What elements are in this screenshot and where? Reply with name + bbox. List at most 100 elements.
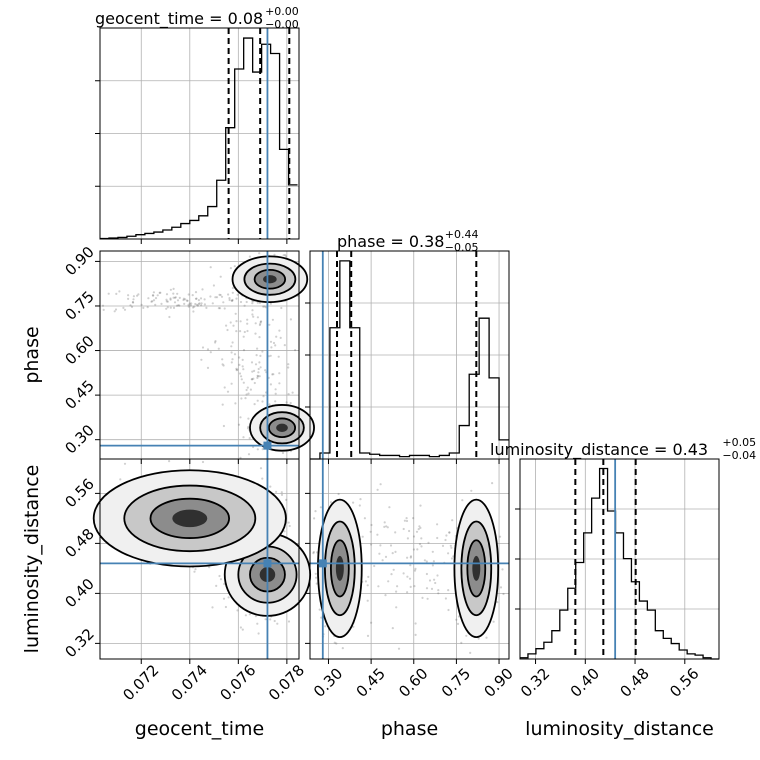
sample-point [366,634,370,638]
sample-point [269,485,272,488]
sample-point [211,302,214,305]
title-plus-geocent_time: +0.00 [265,5,299,18]
sample-point [172,292,175,295]
sample-point [238,356,241,359]
sample-point [218,293,221,296]
sample-point [258,301,261,304]
sample-point [235,320,238,323]
sample-point [235,367,238,370]
sample-point [251,370,254,373]
sample-point [444,597,447,600]
sample-point [492,620,495,623]
sample-point [264,618,267,621]
sample-point [391,552,394,555]
sample-point [273,253,276,256]
xtick-label-phase-4: 0.90 [481,664,517,700]
sample-point [182,298,185,302]
sample-point [182,297,185,300]
sample-point [392,568,395,571]
sample-point [219,293,222,297]
sample-point [259,354,262,357]
sample-point [405,519,409,523]
sample-point [225,324,228,327]
sample-point [258,361,261,364]
sample-point [420,545,423,548]
sample-point [242,368,245,371]
sample-point [187,305,190,308]
sample-point [291,391,294,394]
sample-point [195,303,198,306]
sample-point [434,581,437,585]
ylabel-luminosity_distance: luminosity_distance [21,465,43,654]
sample-point [245,388,248,392]
sample-point [288,524,291,528]
sample-point [246,322,249,325]
sample-point [364,580,367,583]
sample-point [287,366,290,369]
sample-point [159,291,162,294]
sample-point [150,300,153,303]
sample-point [197,303,200,306]
sample-point [320,616,323,619]
sample-point [231,358,234,361]
sample-point [441,544,445,548]
sample-point [253,381,256,385]
sample-point [114,308,118,311]
sample-point [376,488,379,491]
sample-point [230,382,233,385]
sample-point [379,544,382,547]
sample-point [414,622,417,625]
ytick-label-luminosity_distance-1: 0.40 [61,575,97,611]
sample-point [491,482,494,485]
sample-point [385,525,388,528]
sample-point [201,460,205,464]
sample-point [258,375,261,378]
sample-point [485,636,488,639]
ylabel-phase: phase [21,326,43,383]
sample-point [274,392,277,395]
sample-point [249,388,252,391]
sample-point [226,390,230,393]
sample-point [245,393,248,396]
sample-point [445,534,448,537]
sample-point [408,529,411,533]
panel-frame-geocent_time-vs-luminosity_distance [99,458,300,660]
sample-point [229,321,232,324]
sample-point [335,642,338,645]
sample-point [252,377,255,380]
sample-point [418,543,422,546]
sample-point [315,582,318,585]
sample-point [406,556,409,559]
sample-point [460,641,463,645]
sample-point [229,267,232,270]
sample-point [220,295,224,298]
sample-point [402,527,405,531]
sample-point [156,294,159,297]
sample-point [169,298,172,301]
sample-point [271,373,274,376]
sample-point [448,531,451,534]
sample-point [256,301,259,304]
sample-point [230,345,233,348]
sample-point [379,483,382,486]
truth-marker-geocent_time-vs-phase [263,441,272,450]
sample-point [222,364,225,367]
sample-point [358,504,361,507]
sample-point [413,569,417,572]
sample-point [498,535,502,538]
sample-point [287,620,291,623]
sample-point [235,330,238,333]
sample-point [280,306,283,310]
sample-point [268,323,271,326]
sample-point [188,302,191,305]
sample-point [242,436,245,439]
sample-point [239,320,242,323]
sample-point [198,302,201,305]
sample-point [262,395,265,398]
sample-point [214,341,217,344]
contour-phase-vs-luminosity_distance-0-3 [335,555,344,581]
sample-point [420,537,423,540]
sample-point [189,304,192,307]
sample-point [450,557,453,560]
sample-point [447,552,450,555]
